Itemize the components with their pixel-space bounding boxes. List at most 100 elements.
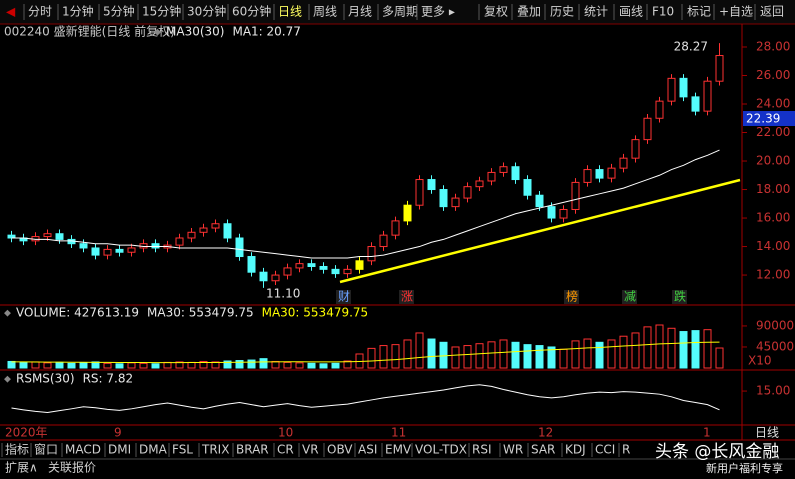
volume-bar bbox=[583, 338, 592, 369]
candle-body bbox=[643, 117, 652, 141]
toolbar-tab[interactable]: 分时 bbox=[28, 5, 52, 19]
volume-bar bbox=[499, 339, 508, 369]
indicator-tab[interactable]: VR bbox=[302, 443, 319, 457]
candle-body bbox=[715, 55, 724, 82]
volume-bar bbox=[283, 361, 292, 369]
candle-body bbox=[583, 169, 592, 183]
candle-body bbox=[211, 223, 220, 229]
line-series bbox=[11, 341, 720, 364]
indicator-tab[interactable]: WR bbox=[503, 443, 523, 457]
line-series bbox=[11, 384, 720, 413]
toolbar-tab[interactable]: 30分钟 bbox=[187, 4, 226, 19]
watermark-sub: 新用户福利专享 bbox=[706, 461, 783, 475]
volume-bar bbox=[151, 363, 160, 369]
indicator-tab[interactable]: 窗口 bbox=[34, 443, 58, 457]
y-tick-label: 26.00 bbox=[756, 68, 790, 82]
indicator-tab[interactable]: DMI bbox=[108, 443, 131, 457]
toolbar-button[interactable]: F10 bbox=[652, 5, 674, 19]
candle-body bbox=[319, 266, 328, 270]
y-tick-label: 90000 bbox=[756, 318, 794, 332]
indicator-tab[interactable]: FSL bbox=[172, 443, 193, 457]
toolbar-button[interactable]: 叠加 bbox=[517, 5, 541, 19]
indicator-tab[interactable]: R bbox=[622, 443, 630, 457]
toolbar-button[interactable]: 历史 bbox=[550, 5, 574, 19]
indicator-tab[interactable]: SAR bbox=[531, 443, 555, 457]
x-tick-label: 9 bbox=[114, 426, 122, 440]
volume-bar bbox=[451, 346, 460, 369]
volume-bar bbox=[307, 362, 316, 369]
footer-tab[interactable]: 扩展∧ bbox=[5, 461, 38, 475]
candle-body bbox=[103, 248, 112, 256]
volume-bar bbox=[271, 360, 280, 369]
volume-bar bbox=[223, 360, 232, 369]
indicator-tab[interactable]: RSI bbox=[472, 443, 492, 457]
x-tick-label: 1 bbox=[703, 426, 711, 440]
y-tick-label: 24.00 bbox=[756, 97, 790, 111]
y-tick-label: 15.00 bbox=[756, 384, 790, 398]
candle-body bbox=[499, 166, 508, 173]
x-tick-label: 10 bbox=[278, 426, 293, 440]
toolbar-tab[interactable]: 15分钟 bbox=[142, 4, 181, 19]
y-tick-label: 28.00 bbox=[756, 39, 790, 53]
toolbar-button[interactable]: +自选 bbox=[719, 5, 753, 19]
candle-body bbox=[439, 189, 448, 208]
volume-bar bbox=[319, 363, 328, 369]
indicator-tab[interactable]: VOL-TDX bbox=[415, 443, 467, 457]
volume-bar bbox=[7, 360, 16, 369]
volume-bar bbox=[535, 345, 544, 369]
candle-body bbox=[451, 197, 460, 208]
legend-entry: MA30: 553479.75 bbox=[262, 306, 369, 320]
legend-entry: MA30(30) bbox=[166, 25, 224, 39]
toolbar-tab[interactable]: 5分钟 bbox=[103, 4, 135, 19]
indicator-tab[interactable]: CCI bbox=[595, 443, 615, 457]
candle-body bbox=[631, 139, 640, 159]
y-tick-label: 14.00 bbox=[756, 239, 790, 253]
indicator-tab[interactable]: 指标 bbox=[5, 442, 29, 457]
candle-body bbox=[463, 186, 472, 199]
volume-bar bbox=[571, 340, 580, 369]
unit-label: X10 bbox=[748, 354, 772, 368]
candle-body bbox=[247, 256, 256, 273]
toolbar-tab[interactable]: 60分钟 bbox=[232, 4, 271, 19]
candle-body bbox=[343, 268, 352, 275]
toolbar-tab[interactable]: 月线 bbox=[348, 5, 372, 19]
indicator-tab[interactable]: EMV bbox=[385, 443, 412, 457]
candle-body bbox=[175, 237, 184, 246]
y-tick-label: 16.00 bbox=[756, 211, 790, 225]
toolbar-button[interactable]: 标记 bbox=[687, 5, 711, 19]
indicator-tab[interactable]: KDJ bbox=[565, 443, 586, 457]
indicator-tab[interactable]: DMA bbox=[139, 443, 168, 457]
indicator-tab[interactable]: MACD bbox=[65, 443, 101, 457]
event-tag: 财 bbox=[338, 290, 350, 304]
volume-bar bbox=[79, 362, 88, 369]
indicator-tab[interactable]: BRAR bbox=[236, 443, 269, 457]
toolbar-tab[interactable]: 更多 ▸ bbox=[421, 5, 455, 19]
toolbar-tab[interactable]: 周线 bbox=[313, 5, 337, 19]
toolbar-button[interactable]: 画线 bbox=[619, 5, 643, 19]
volume-bar bbox=[703, 329, 712, 369]
toolbar-button[interactable]: 统计 bbox=[584, 5, 608, 19]
toolbar-tab[interactable]: 多周期 bbox=[382, 5, 418, 19]
y-tick-label: 45000 bbox=[756, 339, 794, 353]
panel-icon: ◆ bbox=[154, 28, 161, 38]
candle-body bbox=[487, 171, 496, 182]
legend-entry: MA1: 20.77 bbox=[232, 25, 300, 39]
toolbar-button[interactable]: 复权 bbox=[484, 5, 508, 19]
volume-bar bbox=[127, 362, 136, 369]
candle-body bbox=[187, 231, 196, 239]
volume-bar bbox=[67, 362, 76, 369]
chart-title: 002240 盛新锂能(日线 前复权) bbox=[4, 24, 175, 39]
panel-icon: ◆ bbox=[4, 309, 11, 319]
indicator-tab[interactable]: CR bbox=[277, 443, 294, 457]
indicator-tab[interactable]: TRIX bbox=[201, 443, 229, 457]
candle-body bbox=[259, 271, 268, 282]
volume-bar bbox=[211, 361, 220, 369]
indicator-tab[interactable]: OBV bbox=[327, 443, 353, 457]
toolbar-tab[interactable]: 1分钟 bbox=[62, 4, 94, 19]
footer-tab[interactable]: 关联报价 bbox=[48, 460, 96, 475]
indicator-tab[interactable]: ASI bbox=[358, 443, 377, 457]
toolbar-tab[interactable]: 日线 bbox=[278, 5, 302, 19]
candle-body bbox=[571, 181, 580, 210]
toolbar-button[interactable]: 返回 bbox=[760, 5, 784, 19]
